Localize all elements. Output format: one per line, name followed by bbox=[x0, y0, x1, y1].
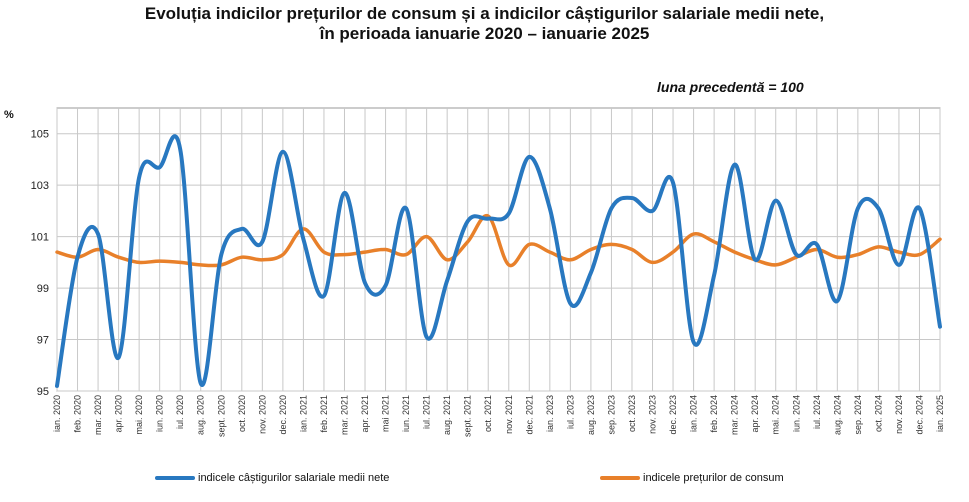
x-tick-label: oct. 2020 bbox=[237, 395, 247, 432]
y-tick-label: 95 bbox=[37, 386, 49, 398]
y-axis-unit: % bbox=[4, 109, 14, 121]
x-tick-label: ian. 2024 bbox=[689, 395, 699, 432]
chart-title-line-2: în perioada ianuarie 2020 – ianuarie 202… bbox=[319, 24, 650, 43]
x-tick-label: iul. 2021 bbox=[422, 395, 432, 429]
x-tick-label: apr. 2021 bbox=[360, 395, 370, 433]
chart-title: Evoluția indicilor prețurilor de consum … bbox=[0, 4, 969, 44]
x-tick-label: sept. 2021 bbox=[463, 395, 473, 437]
x-tick-label: iun. 2020 bbox=[155, 395, 165, 432]
x-tick-label: ian. 2021 bbox=[298, 395, 308, 432]
x-tick-label: oct. 2024 bbox=[873, 395, 883, 432]
x-tick-label: nov. 2020 bbox=[257, 395, 267, 434]
x-tick-label: iun. 2021 bbox=[401, 395, 411, 432]
chart-subtitle: luna precedentă = 100 bbox=[657, 79, 804, 95]
x-tick-label: feb. 2024 bbox=[709, 395, 719, 433]
x-tick-label: dec. 2021 bbox=[524, 395, 534, 435]
legend-item-wages: indicele câștigurilor salariale medii ne… bbox=[155, 472, 389, 484]
x-tick-label: nov. 2024 bbox=[894, 395, 904, 434]
x-tick-label: mai. 2020 bbox=[134, 395, 144, 435]
y-tick-label: 105 bbox=[31, 129, 49, 141]
x-tick-label: feb. 2021 bbox=[319, 395, 329, 433]
y-tick-label: 103 bbox=[31, 180, 49, 192]
x-tick-label: feb. 2020 bbox=[73, 395, 83, 433]
x-tick-label: apr. 2024 bbox=[750, 395, 760, 433]
x-tick-label: dec. 2024 bbox=[914, 395, 924, 435]
x-tick-label: ian. 2025 bbox=[935, 395, 945, 432]
legend-label-wages: indicele câștigurilor salariale medii ne… bbox=[198, 472, 390, 484]
x-tick-label: iul. 2024 bbox=[812, 395, 822, 429]
x-tick-label: iun. 2024 bbox=[791, 395, 801, 432]
x-tick-label: sep. 2024 bbox=[853, 395, 863, 435]
chart-title-line-1: Evoluția indicilor prețurilor de consum … bbox=[144, 4, 825, 23]
x-tick-label: mar. 2020 bbox=[93, 395, 103, 435]
y-tick-label: 97 bbox=[37, 335, 49, 347]
x-tick-label: nov. 2023 bbox=[648, 395, 658, 434]
legend-item-prices: indicele prețurilor de consum bbox=[600, 472, 784, 484]
x-tick-label: aug. 2021 bbox=[442, 395, 452, 435]
x-tick-label: sept. 2020 bbox=[216, 395, 226, 437]
x-tick-label: apr. 2020 bbox=[114, 395, 124, 433]
x-tick-label: dec. 2023 bbox=[668, 395, 678, 435]
x-tick-label: aug. 2023 bbox=[586, 395, 596, 435]
x-tick-label: mai. 2024 bbox=[771, 395, 781, 435]
x-tick-label: aug. 2024 bbox=[832, 395, 842, 435]
x-tick-label: oct. 2023 bbox=[627, 395, 637, 432]
legend-swatch-prices bbox=[600, 476, 640, 480]
x-tick-label: mar. 2021 bbox=[339, 395, 349, 435]
x-tick-label: iul. 2020 bbox=[175, 395, 185, 429]
legend-label-prices: indicele prețurilor de consum bbox=[643, 472, 784, 484]
legend-swatch-wages bbox=[155, 476, 195, 480]
x-tick-label: sep. 2023 bbox=[606, 395, 616, 435]
x-tick-label: iul. 2023 bbox=[565, 395, 575, 429]
x-tick-label: mai 2021 bbox=[381, 395, 391, 432]
series-line-prices bbox=[55, 214, 942, 268]
x-tick-label: nov. 2021 bbox=[504, 395, 514, 434]
series-line-wages bbox=[55, 134, 942, 388]
x-tick-label: ian. 2020 bbox=[52, 395, 62, 432]
x-tick-label: mar. 2024 bbox=[730, 395, 740, 435]
y-tick-label: 101 bbox=[31, 232, 49, 244]
x-tick-label: ian. 2023 bbox=[545, 395, 555, 432]
y-tick-label: 99 bbox=[37, 283, 49, 295]
x-tick-label: dec. 2020 bbox=[278, 395, 288, 435]
x-tick-label: aug. 2020 bbox=[196, 395, 206, 435]
x-tick-label: oct. 2021 bbox=[483, 395, 493, 432]
